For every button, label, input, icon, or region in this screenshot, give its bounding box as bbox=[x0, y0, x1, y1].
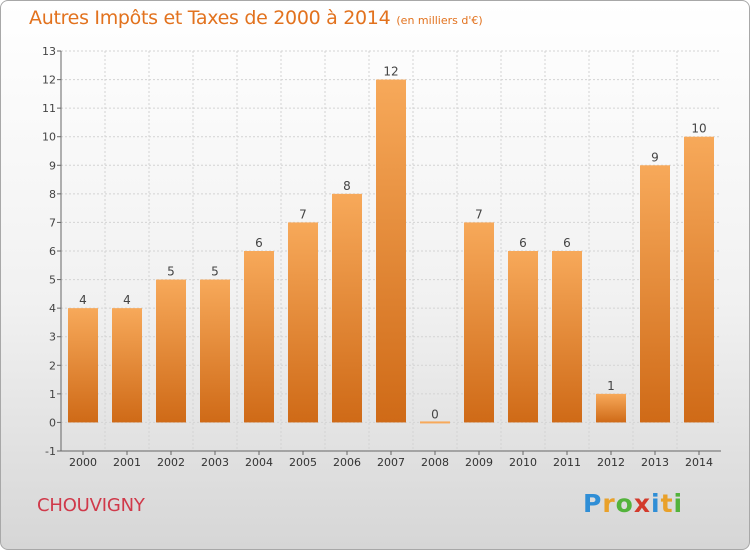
y-tick-label: 7 bbox=[49, 216, 56, 229]
y-tick-label: 9 bbox=[49, 159, 56, 172]
x-tick-label-2002: 2002 bbox=[157, 456, 185, 469]
commune-name: CHOUVIGNY bbox=[37, 495, 145, 516]
chart-unit: (en milliers d'€) bbox=[396, 14, 483, 27]
x-tick-label-2013: 2013 bbox=[641, 456, 669, 469]
value-label-2004: 6 bbox=[255, 236, 263, 250]
proxiti-logo: Proxiti bbox=[583, 489, 684, 518]
y-tick-label: 2 bbox=[49, 359, 56, 372]
bar-2012 bbox=[596, 393, 626, 423]
chart-title: Autres Impôts et Taxes de 2000 à 2014 (en… bbox=[29, 7, 483, 29]
value-label-2012: 1 bbox=[607, 379, 615, 393]
bar-2009 bbox=[464, 222, 494, 423]
bar-2002 bbox=[156, 279, 186, 423]
bar-2005 bbox=[288, 222, 318, 423]
value-label-2000: 4 bbox=[79, 293, 87, 307]
x-tick-label-2004: 2004 bbox=[245, 456, 273, 469]
x-tick-label-2000: 2000 bbox=[69, 456, 97, 469]
value-label-2010: 6 bbox=[519, 236, 527, 250]
x-tick-label-2011: 2011 bbox=[553, 456, 581, 469]
x-tick-label-2008: 2008 bbox=[421, 456, 449, 469]
y-tick-label: 4 bbox=[49, 302, 56, 315]
y-tick-label: 5 bbox=[49, 274, 56, 287]
value-label-2005: 7 bbox=[299, 207, 307, 221]
bar-2011 bbox=[552, 251, 582, 423]
value-label-2013: 9 bbox=[651, 150, 659, 164]
value-label-2011: 6 bbox=[563, 236, 571, 250]
x-tick-label-2006: 2006 bbox=[333, 456, 361, 469]
chart-title-text: Autres Impôts et Taxes de 2000 à 2014 bbox=[29, 7, 391, 29]
bars bbox=[68, 79, 714, 424]
x-tick-label-2009: 2009 bbox=[465, 456, 493, 469]
value-label-2006: 8 bbox=[343, 179, 351, 193]
bar-2003 bbox=[200, 279, 230, 423]
x-tick-label-2010: 2010 bbox=[509, 456, 537, 469]
y-tick-label: 12 bbox=[42, 74, 56, 87]
value-label-2002: 5 bbox=[167, 265, 175, 279]
y-tick-label: -1 bbox=[45, 445, 56, 458]
bar-2001 bbox=[112, 308, 142, 423]
value-label-2009: 7 bbox=[475, 207, 483, 221]
y-tick-label: 10 bbox=[42, 131, 56, 144]
x-tick-label-2003: 2003 bbox=[201, 456, 229, 469]
y-tick-label: 6 bbox=[49, 245, 56, 258]
bar-2013 bbox=[640, 165, 670, 423]
value-label-2003: 5 bbox=[211, 265, 219, 279]
value-labels: 4 4 5 5 6 7 8 12 0 7 6 6 1 9 10 bbox=[79, 65, 706, 422]
bar-2006 bbox=[332, 193, 362, 423]
y-tick-label: 1 bbox=[49, 388, 56, 401]
value-label-2014: 10 bbox=[691, 122, 706, 136]
bar-2000 bbox=[68, 308, 98, 423]
y-tick-label: 3 bbox=[49, 331, 56, 344]
x-tick-label-2012: 2012 bbox=[597, 456, 625, 469]
y-tick-label: 8 bbox=[49, 188, 56, 201]
y-tick-label: 11 bbox=[42, 102, 56, 115]
bar-2014 bbox=[684, 136, 714, 423]
bar-2008 bbox=[420, 421, 450, 424]
value-label-2008: 0 bbox=[431, 407, 439, 421]
bar-2007 bbox=[376, 79, 406, 423]
value-label-2007: 12 bbox=[383, 65, 398, 79]
x-tick-label-2007: 2007 bbox=[377, 456, 405, 469]
x-tick-label-2014: 2014 bbox=[685, 456, 713, 469]
bar-2010 bbox=[508, 251, 538, 423]
y-tick-label: 0 bbox=[49, 416, 56, 429]
x-tick-label-2001: 2001 bbox=[113, 456, 141, 469]
x-tick-label-2005: 2005 bbox=[289, 456, 317, 469]
y-tick-label: 13 bbox=[42, 45, 56, 58]
value-label-2001: 4 bbox=[123, 293, 131, 307]
bar-2004 bbox=[244, 251, 274, 423]
